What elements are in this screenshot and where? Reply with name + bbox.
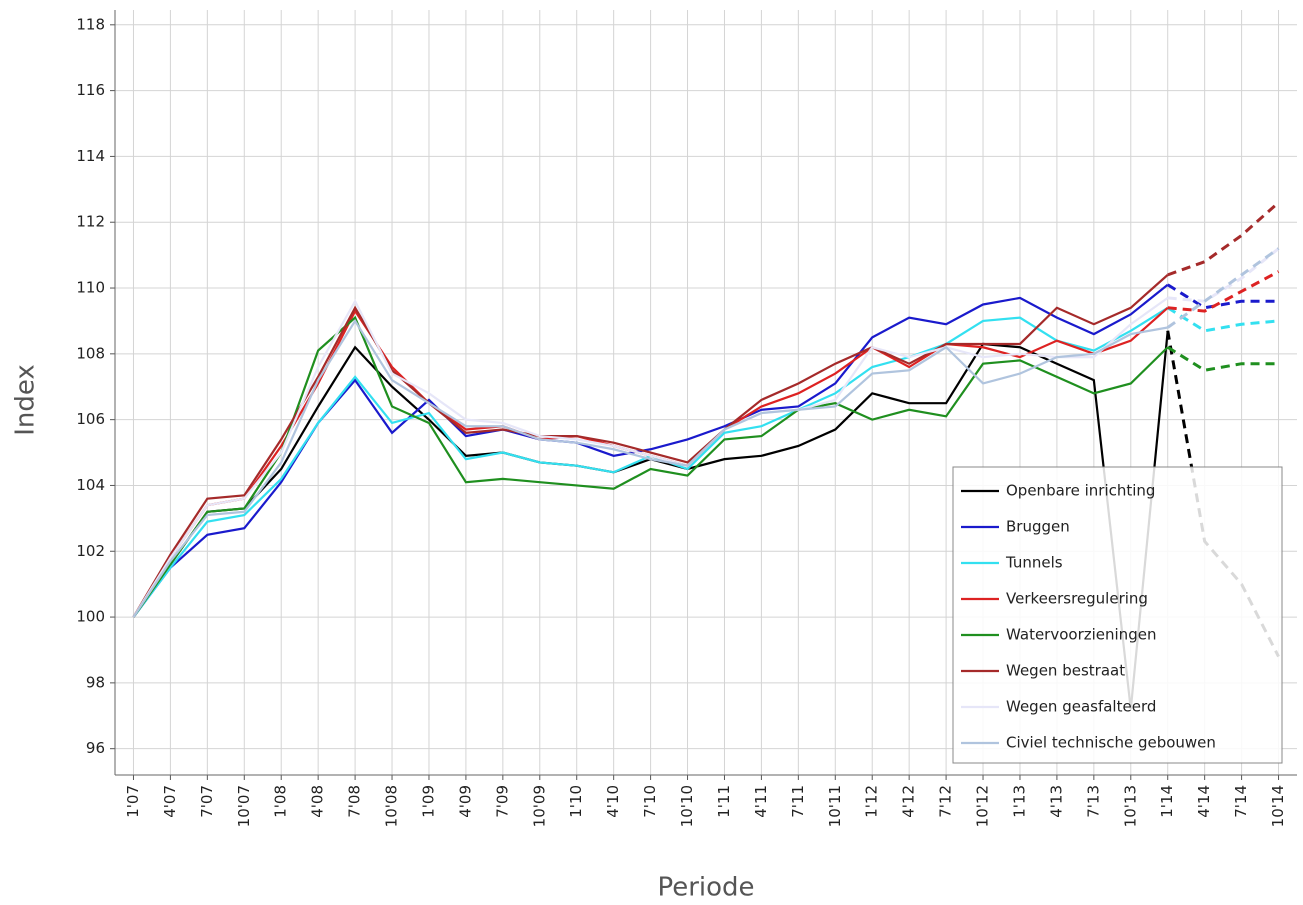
forecast-line: [1166, 247, 1280, 329]
x-tick-label: 10'11: [826, 785, 844, 827]
forecast-line: [1166, 283, 1279, 310]
x-tick-label: 4'13: [1047, 785, 1065, 818]
x-tick-label: 4'08: [309, 785, 327, 818]
y-axis-title: Index: [11, 364, 41, 436]
x-tick-label: 1'11: [715, 785, 733, 818]
y-tick-label: 100: [76, 608, 105, 626]
x-tick-label: 4'14: [1195, 785, 1213, 818]
forecast-line: [1167, 270, 1280, 313]
x-tick-label: 1'10: [567, 785, 585, 818]
x-tick-label: 4'12: [900, 785, 918, 818]
y-tick-label: 104: [76, 476, 105, 494]
y-tick-label: 96: [86, 739, 105, 757]
y-tick-label: 116: [76, 81, 105, 99]
y-tick-label: 114: [76, 147, 105, 165]
x-tick-label: 4'10: [604, 785, 622, 818]
y-tick-label: 112: [76, 213, 105, 231]
y-tick-label: 102: [76, 542, 105, 560]
x-tick-label: 4'11: [752, 785, 770, 818]
x-tick-label: 10'09: [530, 785, 548, 827]
x-tick-label: 1'14: [1158, 785, 1176, 818]
x-tick-label: 7'14: [1232, 785, 1250, 818]
x-tick-label: 10'13: [1121, 785, 1139, 827]
legend-label: Openbare inrichting: [1006, 482, 1155, 500]
x-tick-label: 10'07: [235, 785, 253, 827]
x-tick-label: 1'07: [124, 785, 142, 818]
series-line: [132, 315, 1169, 618]
y-tick-label: 98: [86, 673, 105, 691]
series-line: [132, 318, 1168, 618]
x-tick-label: 4'09: [456, 785, 474, 818]
y-tick-label: 110: [76, 279, 105, 297]
x-tick-label: 10'08: [383, 785, 401, 827]
x-axis-title: Periode: [657, 873, 754, 903]
x-tick-label: 7'10: [641, 785, 659, 818]
x-tick-label: 1'13: [1010, 785, 1028, 818]
x-tick-label: 7'12: [937, 785, 955, 818]
forecast-line: [1167, 247, 1280, 303]
y-tick-label: 106: [76, 410, 105, 428]
legend-label: Wegen bestraat: [1006, 662, 1125, 680]
forecast-line: [1166, 345, 1279, 372]
legend: Openbare inrichting Bruggen Tunnels Verkeer…: [952, 466, 1283, 764]
x-tick-label: 1'12: [863, 785, 881, 818]
x-tick-label: 10'12: [974, 785, 992, 827]
legend-label: Verkeersregulering: [1006, 590, 1148, 608]
x-tick-label: 7'13: [1084, 785, 1102, 818]
legend-box: [952, 466, 1283, 764]
series-line: [132, 297, 1169, 618]
y-tick-label: 118: [76, 15, 105, 33]
legend-label: Watervoorzieningen: [1006, 626, 1156, 644]
x-tick-label: 10'10: [678, 785, 696, 827]
legend-label: Tunnels: [1005, 554, 1063, 572]
forecast-line: [1166, 306, 1279, 333]
forecast-line: [1167, 201, 1280, 277]
legend-label: Bruggen: [1006, 518, 1070, 536]
legend-label: Wegen geasfalteerd: [1006, 698, 1156, 716]
x-tick-label: 7'07: [198, 785, 216, 818]
x-tick-label: 7'08: [346, 785, 364, 818]
x-tick-label: 1'09: [419, 785, 437, 818]
x-tick-label: 10'14: [1269, 785, 1287, 827]
x-tick-label: 7'09: [493, 785, 511, 818]
x-tick-label: 7'11: [789, 785, 807, 818]
x-tick-label: 4'07: [161, 785, 179, 818]
x-tick-label: 1'08: [272, 785, 290, 818]
legend-label: Civiel technische gebouwen: [1006, 734, 1216, 752]
y-tick-label: 108: [76, 344, 105, 362]
